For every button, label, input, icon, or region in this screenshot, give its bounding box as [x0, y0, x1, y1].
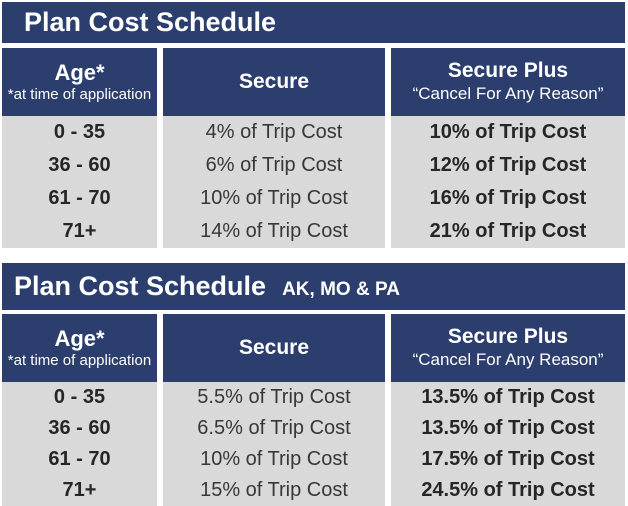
table-title: Plan Cost Schedule: [24, 7, 277, 37]
age-column-header: Age* *at time of application: [2, 48, 157, 116]
age-column: 0 - 35 36 - 60 61 - 70 71+: [2, 116, 157, 248]
age-header-label: Age*: [54, 326, 105, 352]
secure-plus-cell: 24.5% of Trip Cost: [421, 479, 595, 501]
plan-cost-table-standard: Plan Cost Schedule Age* *at time of appl…: [2, 2, 625, 248]
table-header-row: Age* *at time of application Secure Secu…: [2, 314, 625, 382]
secure-plus-cell: 13.5% of Trip Cost: [421, 417, 595, 439]
secure-cell: 15% of Trip Cost: [200, 479, 348, 501]
secure-header-label: Secure: [238, 69, 310, 93]
secure-header-label: Secure: [238, 335, 310, 359]
age-cell: 71+: [62, 220, 97, 242]
age-column: 0 - 35 36 - 60 61 - 70 71+: [2, 382, 157, 506]
table-header-row: Age* *at time of application Secure Secu…: [2, 48, 625, 116]
secure-plus-header-label: Secure Plus: [447, 59, 569, 83]
secure-column: 4% of Trip Cost 6% of Trip Cost 10% of T…: [163, 116, 385, 248]
age-cell: 36 - 60: [48, 417, 111, 439]
tables-divider-gap: [2, 248, 625, 263]
secure-plus-cell: 12% of Trip Cost: [429, 154, 587, 176]
secure-cell: 6.5% of Trip Cost: [197, 417, 351, 439]
secure-plus-cell: 13.5% of Trip Cost: [421, 386, 595, 408]
age-cell: 61 - 70: [48, 187, 111, 209]
table-title-bar: Plan Cost Schedule AK, MO & PA: [2, 263, 625, 310]
age-column-header: Age* *at time of application: [2, 314, 157, 382]
secure-cell: 10% of Trip Cost: [200, 187, 348, 209]
table-body: 0 - 35 36 - 60 61 - 70 71+ 5.5% of Trip …: [2, 382, 625, 506]
secure-plus-column-header: Secure Plus “Cancel For Any Reason”: [391, 48, 625, 116]
secure-cell: 4% of Trip Cost: [205, 121, 343, 143]
plan-cost-table-ak-mo-pa: Plan Cost Schedule AK, MO & PA Age* *at …: [2, 263, 625, 506]
secure-column-header: Secure: [163, 314, 385, 382]
secure-plus-column: 13.5% of Trip Cost 13.5% of Trip Cost 17…: [391, 382, 625, 506]
age-header-note: *at time of application: [7, 85, 152, 103]
secure-plus-cell: 16% of Trip Cost: [429, 187, 587, 209]
secure-plus-cell: 17.5% of Trip Cost: [421, 448, 595, 470]
secure-plus-column-header: Secure Plus “Cancel For Any Reason”: [391, 314, 625, 382]
secure-cell: 6% of Trip Cost: [205, 154, 343, 176]
secure-column: 5.5% of Trip Cost 6.5% of Trip Cost 10% …: [163, 382, 385, 506]
age-cell: 61 - 70: [48, 448, 111, 470]
secure-cell: 10% of Trip Cost: [200, 448, 348, 470]
secure-plus-header-label: Secure Plus: [447, 325, 569, 349]
age-header-label: Age*: [54, 60, 105, 86]
secure-cell: 14% of Trip Cost: [200, 220, 348, 242]
table-body: 0 - 35 36 - 60 61 - 70 71+ 4% of Trip Co…: [2, 116, 625, 248]
age-cell: 0 - 35: [53, 386, 106, 408]
secure-plus-column: 10% of Trip Cost 12% of Trip Cost 16% of…: [391, 116, 625, 248]
age-header-note: *at time of application: [7, 351, 152, 369]
table-title-bar: Plan Cost Schedule: [2, 2, 625, 43]
secure-column-header: Secure: [163, 48, 385, 116]
table-title-region-suffix: AK, MO & PA: [282, 278, 400, 300]
age-cell: 71+: [62, 479, 97, 501]
age-cell: 0 - 35: [53, 121, 106, 143]
secure-plus-cell: 21% of Trip Cost: [429, 220, 587, 242]
secure-plus-header-note: “Cancel For Any Reason”: [412, 84, 604, 104]
age-cell: 36 - 60: [48, 154, 111, 176]
secure-cell: 5.5% of Trip Cost: [197, 386, 351, 408]
table-title: Plan Cost Schedule: [14, 271, 267, 301]
secure-plus-cell: 10% of Trip Cost: [429, 121, 587, 143]
secure-plus-header-note: “Cancel For Any Reason”: [412, 350, 604, 370]
